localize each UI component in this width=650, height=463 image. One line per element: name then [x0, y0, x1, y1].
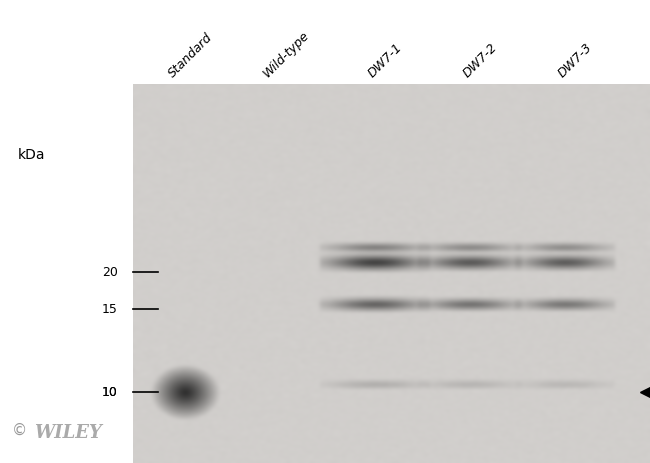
Text: kDa: kDa [18, 148, 46, 162]
Text: DW7-3: DW7-3 [556, 41, 595, 80]
Text: 10: 10 [102, 386, 118, 399]
Text: ©: © [12, 422, 27, 437]
Text: Standard: Standard [166, 31, 215, 80]
Text: 10: 10 [102, 386, 118, 399]
Text: 20: 20 [102, 266, 118, 279]
Text: WILEY: WILEY [34, 423, 102, 441]
Text: Wild-type: Wild-type [261, 29, 312, 80]
Text: DW7-2: DW7-2 [461, 41, 500, 80]
Text: DW7-1: DW7-1 [366, 41, 405, 80]
Text: 15: 15 [102, 303, 118, 316]
